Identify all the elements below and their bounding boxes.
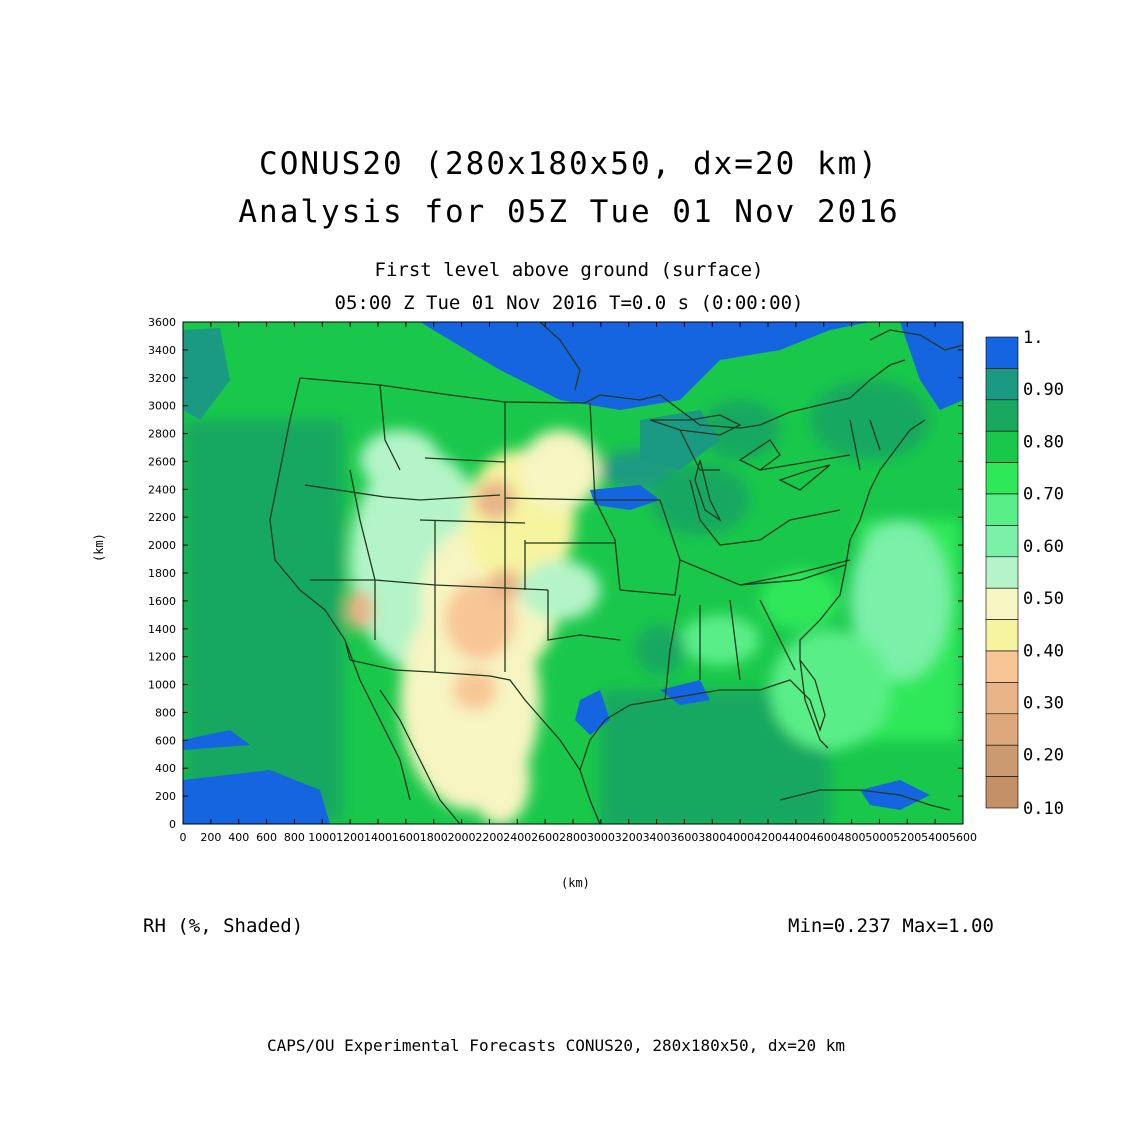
y-tick-label: 600: [155, 734, 176, 747]
colorbar-swatch: [985, 525, 1019, 558]
chart-title-line1: CONUS20 (280x180x50, dx=20 km): [259, 146, 879, 182]
x-tick-label: 3200: [615, 831, 643, 844]
x-tick-label: 4000: [726, 831, 754, 844]
colorbar: 1. 0.90 0.80 0.70 0.60 0.50 0.40 0.30 0.20 0.10: [985, 328, 1064, 819]
colorbar-swatch: [985, 556, 1019, 589]
time-subtitle: 05:00 Z Tue 01 Nov 2016 T=0.0 s (0:00:00…: [334, 292, 804, 314]
colorbar-label: 0.80: [1023, 432, 1064, 452]
x-tick-label: 3000: [587, 831, 615, 844]
x-tick-label: 2000: [448, 831, 476, 844]
x-tick-label: 3400: [643, 831, 671, 844]
x-tick-label: 5400: [921, 831, 949, 844]
x-tick-label: 0: [180, 831, 187, 844]
x-tick-label: 800: [284, 831, 305, 844]
colorbar-label: 0.70: [1023, 485, 1064, 505]
x-tick-label: 1200: [336, 831, 364, 844]
y-tick-label: 3000: [148, 400, 176, 413]
x-tick-label: 1600: [392, 831, 420, 844]
y-tick-label: 1000: [148, 679, 176, 692]
colorbar-swatch: [985, 336, 1019, 369]
colorbar-swatch: [985, 619, 1019, 652]
footer-credit: CAPS/OU Experimental Forecasts CONUS20, …: [267, 1036, 845, 1055]
x-axis: 0 200 400 600 800 1000 1200 1400 1600 1800 2000 220…: [180, 322, 977, 844]
y-tick-label: 2600: [148, 455, 176, 468]
colorbar-swatch: [985, 587, 1019, 620]
colorbar-swatch: [985, 493, 1019, 526]
colorbar-swatch: [985, 776, 1019, 809]
y-tick-label: 1200: [148, 651, 176, 664]
colorbar-swatch: [985, 399, 1019, 432]
colorbar-label: 0.60: [1023, 537, 1064, 557]
colorbar-label: 0.40: [1023, 641, 1064, 661]
x-tick-label: 200: [200, 831, 221, 844]
colorbar-swatch: [985, 430, 1019, 463]
state-boundaries: [269, 322, 963, 824]
y-tick-label: 200: [155, 790, 176, 803]
x-tick-label: 4600: [810, 831, 838, 844]
y-axis: 0 200 400 600 800 1000 1200 1400 1600 1800 2000 220…: [148, 316, 963, 831]
x-tick-label: 2400: [503, 831, 531, 844]
y-tick-label: 0: [169, 818, 176, 831]
x-axis-unit: (km): [561, 876, 590, 890]
x-tick-label: 3800: [698, 831, 726, 844]
colorbar-label: 0.90: [1023, 380, 1064, 400]
x-tick-label: 5200: [893, 831, 921, 844]
y-tick-label: 1600: [148, 595, 176, 608]
x-tick-label: 2600: [531, 831, 559, 844]
colorbar-swatch: [985, 650, 1019, 683]
y-tick-label: 3600: [148, 316, 176, 329]
y-tick-label: 1800: [148, 567, 176, 580]
y-tick-label: 400: [155, 762, 176, 775]
y-tick-label: 2000: [148, 539, 176, 552]
y-axis-unit: (km): [92, 533, 106, 562]
x-tick-label: 1800: [420, 831, 448, 844]
y-tick-label: 2400: [148, 483, 176, 496]
rh-shaded-field: [183, 322, 963, 824]
x-tick-label: 4400: [782, 831, 810, 844]
min-max-stats: Min=0.237 Max=1.00: [788, 915, 994, 937]
colorbar-label: 1.: [1023, 328, 1043, 348]
y-tick-label: 1400: [148, 623, 176, 636]
field-label: RH (%, Shaded): [143, 915, 304, 937]
y-tick-label: 3200: [148, 372, 176, 385]
x-tick-label: 3600: [670, 831, 698, 844]
y-tick-label: 2200: [148, 511, 176, 524]
colorbar-swatch: [985, 713, 1019, 746]
colorbar-label: 0.30: [1023, 694, 1064, 714]
x-tick-label: 4200: [754, 831, 782, 844]
x-tick-label: 1000: [308, 831, 336, 844]
colorbar-label: 0.20: [1023, 746, 1064, 766]
colorbar-swatch: [985, 682, 1019, 715]
x-tick-label: 600: [256, 831, 277, 844]
y-tick-label: 3400: [148, 344, 176, 357]
x-tick-label: 2800: [559, 831, 587, 844]
level-subtitle: First level above ground (surface): [374, 259, 764, 281]
x-tick-label: 1400: [364, 831, 392, 844]
colorbar-label: 0.10: [1023, 799, 1064, 819]
colorbar-swatch: [985, 462, 1019, 495]
chart-title-line2: Analysis for 05Z Tue 01 Nov 2016: [238, 194, 900, 230]
x-tick-label: 4800: [838, 831, 866, 844]
x-tick-label: 400: [228, 831, 249, 844]
x-tick-label: 5000: [865, 831, 893, 844]
colorbar-swatch: [985, 744, 1019, 777]
x-tick-label: 5600: [949, 831, 977, 844]
x-tick-label: 2200: [475, 831, 503, 844]
y-tick-label: 2800: [148, 428, 176, 441]
colorbar-label: 0.50: [1023, 589, 1064, 609]
colorbar-swatch: [985, 368, 1019, 401]
y-tick-label: 800: [155, 706, 176, 719]
